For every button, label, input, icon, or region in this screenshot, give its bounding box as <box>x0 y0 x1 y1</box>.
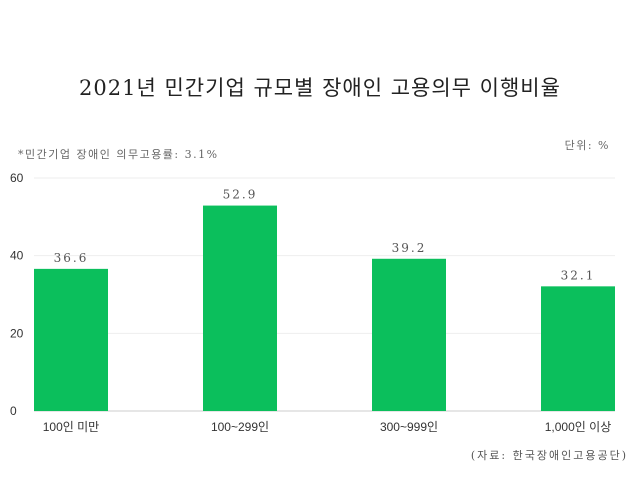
source-label: (자료: 한국장애인고용공단) <box>470 449 628 462</box>
bar <box>372 258 446 411</box>
bar <box>541 286 615 411</box>
data-label: 32.1 <box>561 268 596 282</box>
y-tick-label: 0 <box>10 404 17 418</box>
y-tick-label: 40 <box>10 249 24 263</box>
bar <box>203 205 277 411</box>
data-label: 52.9 <box>223 188 258 202</box>
y-tick-label: 60 <box>10 171 24 185</box>
x-tick-label: 100인 미만 <box>43 420 99 434</box>
chart-title: 2021년 민간기업 규모별 장애인 고용의무 이행비율 <box>79 76 561 100</box>
data-label: 36.6 <box>54 251 89 265</box>
data-label: 39.2 <box>392 241 427 255</box>
x-tick-label: 100~299인 <box>211 420 269 434</box>
x-tick-label: 300~999인 <box>380 420 438 434</box>
y-tick-label: 20 <box>10 326 24 340</box>
x-tick-label: 1,000인 이상 <box>545 420 611 434</box>
chart-note: *민간기업 장애인 의무고용률: 3.1% <box>18 148 219 161</box>
bar <box>34 268 108 411</box>
unit-label: 단위: % <box>564 139 610 152</box>
